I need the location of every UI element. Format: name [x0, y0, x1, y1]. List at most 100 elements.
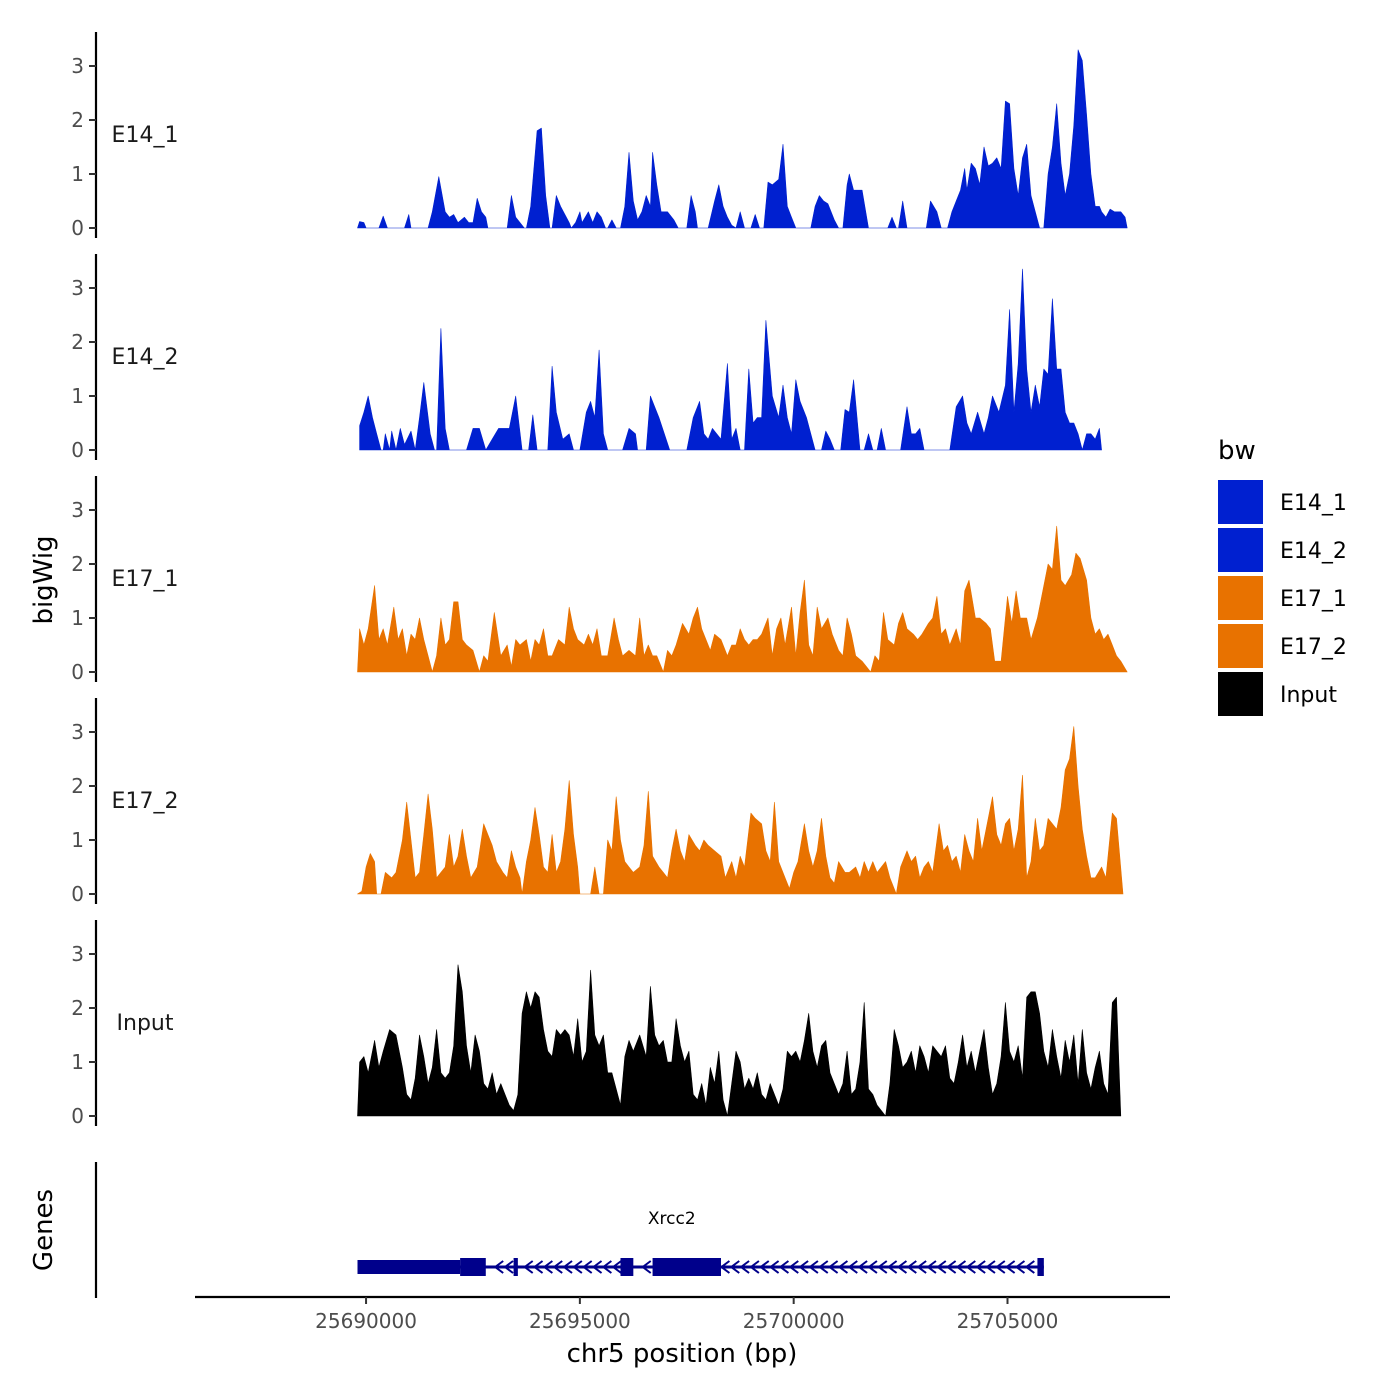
track-label: E14_2	[112, 345, 179, 370]
signal-area-input	[357, 964, 1122, 1117]
strand-arrow	[857, 1260, 868, 1274]
gene-exon	[1037, 1258, 1044, 1276]
track-label: E14_1	[112, 123, 179, 148]
signal-area-e14_1	[357, 49, 1128, 229]
y-tick-label: 2	[71, 552, 84, 576]
strand-arrow	[591, 1260, 603, 1274]
y-tick-label: 0	[71, 882, 84, 906]
y-tick-label: 1	[71, 606, 84, 630]
track-panel-e17_2: 0 1 2 3 E17_2	[71, 698, 1124, 906]
y-tick-label: 0	[71, 660, 84, 684]
track-label: Input	[117, 1011, 174, 1036]
gene-exon	[460, 1258, 486, 1276]
strand-arrow	[572, 1260, 583, 1274]
gene-exon	[357, 1260, 461, 1274]
y-tick-label: 2	[71, 996, 84, 1020]
strand-arrow	[729, 1260, 740, 1274]
gene-exon	[652, 1258, 721, 1276]
strand-arrow	[749, 1260, 760, 1274]
strand-arrow	[542, 1260, 553, 1274]
legend-label-e17_1: E17_1	[1280, 587, 1347, 612]
y-tick-label: 0	[71, 216, 84, 240]
strand-arrow	[985, 1260, 996, 1274]
strand-arrow	[945, 1260, 957, 1274]
y-tick-label: 2	[71, 108, 84, 132]
gene-name-label: Xrcc2	[648, 1209, 696, 1229]
strand-arrow	[936, 1260, 947, 1274]
y-tick-label: 1	[71, 384, 84, 408]
y-tick-label: 1	[71, 828, 84, 852]
track-panel-e14_2: 0 1 2 3 E14_2	[71, 254, 1102, 462]
track-label: E17_1	[112, 567, 179, 592]
strand-arrow	[768, 1260, 780, 1274]
strand-arrow	[778, 1260, 790, 1274]
legend-label-e14_2: E14_2	[1280, 539, 1347, 564]
strand-arrow	[837, 1260, 849, 1274]
y-tick-label: 1	[71, 1050, 84, 1074]
strand-arrow	[975, 1260, 986, 1274]
strand-arrow	[788, 1260, 799, 1274]
x-tick-label: 25695000	[529, 1309, 631, 1333]
x-tick-label: 25705000	[957, 1309, 1059, 1333]
legend-swatch-e14_2	[1218, 528, 1263, 572]
strand-arrow	[552, 1260, 563, 1274]
y-tick-label: 2	[71, 330, 84, 354]
x-axis: 25690000 25695000 25700000 25705000	[195, 1295, 1170, 1333]
strand-arrow	[827, 1260, 839, 1274]
legend-title: bw	[1218, 436, 1256, 466]
y-tick-label: 0	[71, 1104, 84, 1128]
y-tick-label: 0	[71, 438, 84, 462]
y-axis-title: bigWig	[29, 535, 59, 624]
signal-area-e14_2	[359, 268, 1102, 451]
strand-arrow	[719, 1260, 731, 1274]
strand-arrow	[1004, 1260, 1016, 1274]
strand-arrow	[995, 1260, 1006, 1274]
track-panel-e17_1: 0 1 2 3 E17_1	[71, 476, 1128, 684]
strand-arrow	[562, 1260, 573, 1274]
strand-arrow	[523, 1260, 534, 1274]
strand-arrow	[847, 1260, 858, 1274]
x-tick-label: 25700000	[743, 1309, 845, 1333]
legend-label-e17_2: E17_2	[1280, 635, 1347, 660]
strand-arrow	[955, 1260, 967, 1274]
strand-arrow	[739, 1260, 750, 1274]
signal-area-e17_1	[357, 525, 1128, 673]
strand-arrow	[641, 1260, 652, 1274]
strand-arrow	[1014, 1260, 1026, 1274]
strand-arrow	[493, 1260, 504, 1274]
strand-arrow	[818, 1260, 829, 1274]
genes-panel: Xrcc2	[94, 1162, 1044, 1298]
legend-swatch-input	[1218, 672, 1263, 716]
y-tick-label: 3	[71, 54, 84, 78]
y-tick-label: 3	[71, 276, 84, 300]
strand-arrow	[926, 1260, 937, 1274]
strand-arrow	[867, 1260, 878, 1274]
track-panels: 0 1 2 3 E14_1 0 1 2 3 E14_2 0 1 2 3 E17_1 0 1 2 3 E17_2 0 1 2 3…	[71, 32, 1128, 1128]
y-tick-label: 1	[71, 162, 84, 186]
strand-arrow	[808, 1260, 819, 1274]
strand-arrow	[877, 1260, 888, 1274]
legend-swatch-e17_1	[1218, 576, 1263, 620]
genes-axis-title: Genes	[29, 1189, 59, 1271]
strand-arrow	[886, 1260, 898, 1274]
strand-arrow	[1024, 1260, 1035, 1274]
legend-swatch-e17_2	[1218, 624, 1263, 668]
legend-swatch-e14_1	[1218, 480, 1263, 524]
strand-arrow	[965, 1260, 976, 1274]
legend: bw E14_1 E14_2 E17_1 E17_2 Input	[1218, 436, 1347, 716]
x-axis-title: chr5 position (bp)	[567, 1339, 798, 1369]
legend-label-input: Input	[1280, 683, 1337, 708]
signal-area-e17_2	[357, 726, 1124, 895]
x-tick-label: 25690000	[315, 1309, 417, 1333]
track-panel-e14_1: 0 1 2 3 E14_1	[71, 32, 1128, 240]
strand-arrow	[906, 1260, 917, 1274]
strand-arrow	[916, 1260, 927, 1274]
strand-arrow	[611, 1260, 622, 1274]
y-tick-label: 2	[71, 774, 84, 798]
gene-exon	[620, 1258, 634, 1276]
strand-arrow	[759, 1260, 770, 1274]
strand-arrow	[532, 1260, 544, 1274]
legend-label-e14_1: E14_1	[1280, 491, 1347, 516]
track-panel-input: 0 1 2 3 Input	[71, 920, 1122, 1128]
